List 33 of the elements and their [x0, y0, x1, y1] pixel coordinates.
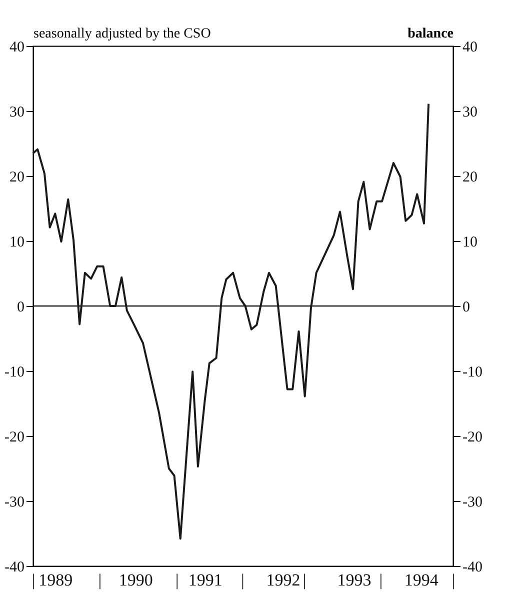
y-tick-label: 30 — [10, 104, 24, 120]
x-tick-label: 1990 — [118, 570, 153, 590]
x-tick-label: 1993 — [337, 570, 372, 590]
y2-tick-label: 0 — [462, 300, 470, 316]
x-tick-label: | — [452, 570, 456, 590]
y2-tick-label: -30 — [462, 494, 482, 510]
y2-tick-label: -10 — [462, 364, 482, 380]
y2-tick-label: 10 — [462, 234, 478, 250]
y2-tick-label: 40 — [462, 40, 478, 56]
x-tick-label: | — [32, 570, 36, 590]
y-axis-title: seasonally adjusted by the CSO — [34, 26, 211, 42]
y-tick-label: -40 — [4, 560, 24, 576]
y-tick-label: -20 — [4, 430, 24, 446]
y-tick-label: 20 — [10, 170, 24, 186]
x-tick-label: 1994 — [404, 570, 439, 590]
y-tick-label: 10 — [10, 234, 24, 250]
y2-axis-title: balance — [408, 26, 454, 42]
y2-tick-label: 30 — [462, 104, 478, 120]
y-tick-label: -10 — [4, 364, 24, 380]
y2-tick-label: -20 — [462, 430, 482, 446]
y2-tick-label: 20 — [462, 170, 478, 186]
y-tick-label: 40 — [10, 40, 24, 56]
x-tick-label: | — [175, 570, 179, 590]
y-tick-label: 0 — [17, 300, 24, 316]
x-tick-label: 1991 — [188, 570, 222, 590]
x-tick-label: | — [241, 570, 244, 590]
x-tick-label: | — [302, 570, 306, 590]
x-tick-label: 1992 — [266, 570, 300, 590]
x-tick-label: 1989 — [38, 570, 73, 590]
x-tick-label: | — [379, 570, 383, 590]
x-tick-label: | — [98, 570, 102, 590]
y-tick-label: -30 — [4, 494, 24, 510]
y2-tick-label: -40 — [462, 560, 482, 576]
